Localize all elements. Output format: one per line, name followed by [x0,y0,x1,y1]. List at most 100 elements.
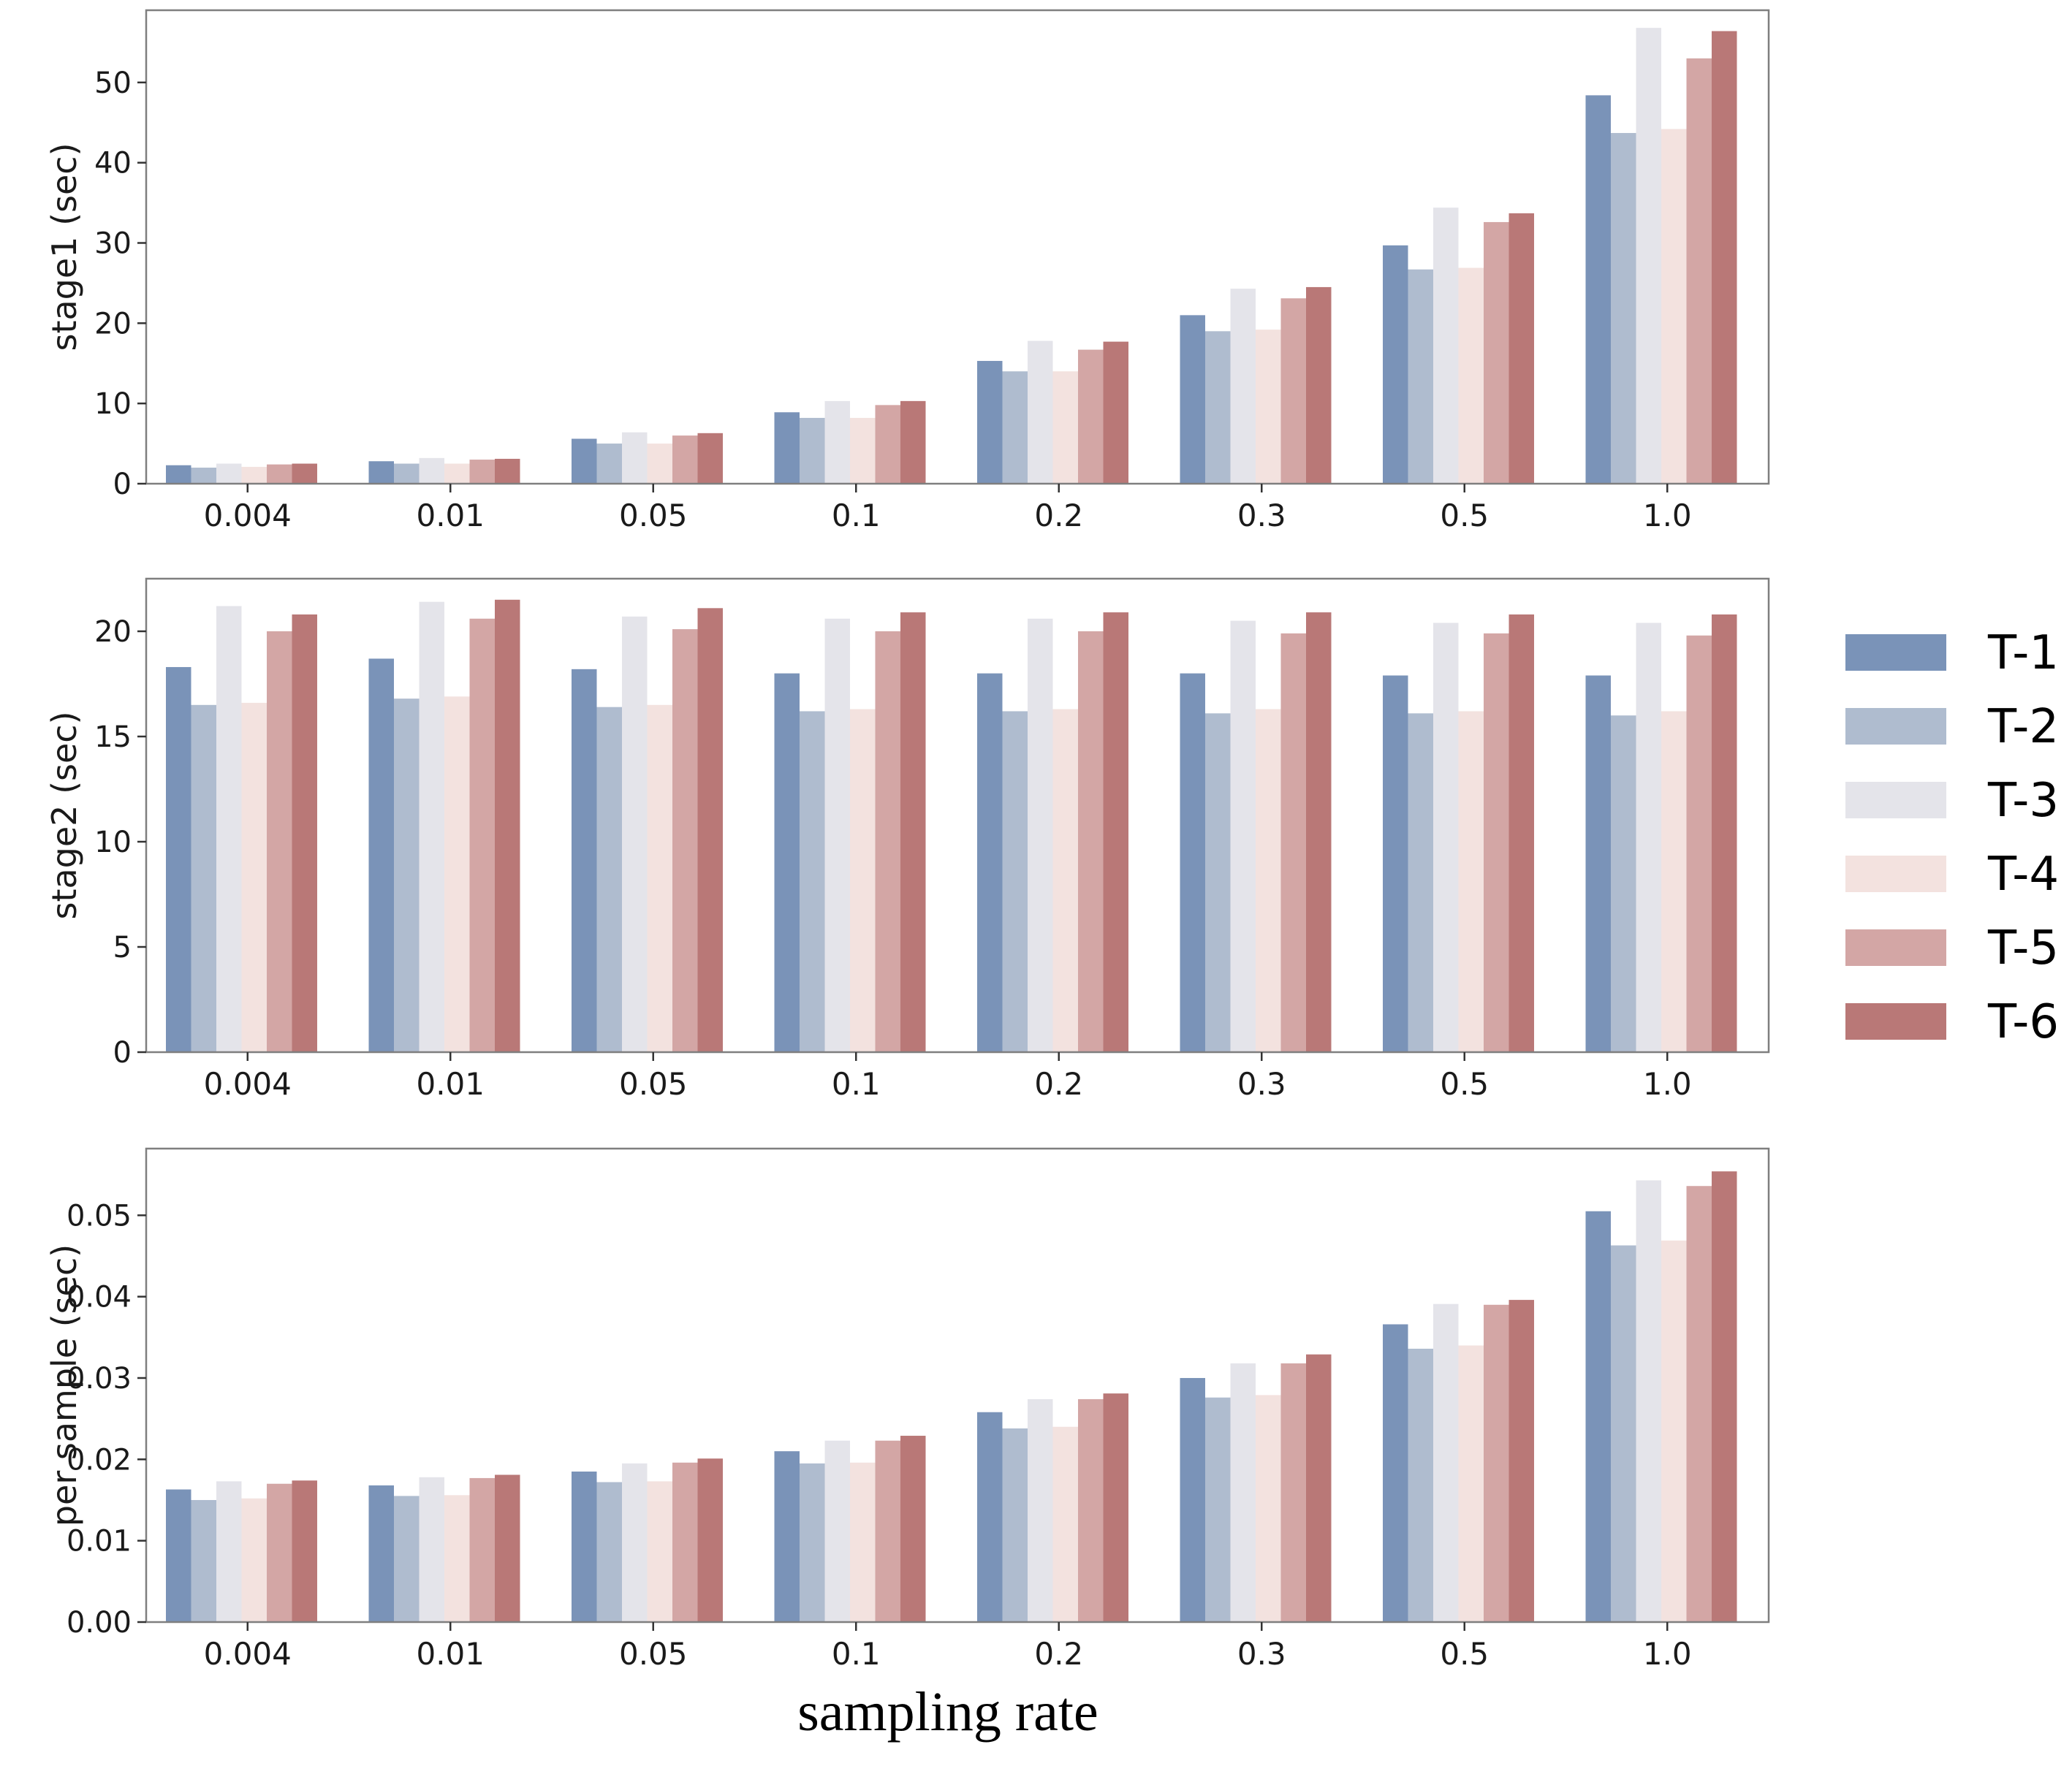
bar-t-3-0-5 [1433,1303,1459,1622]
bar-t-3-0-5 [1433,208,1459,484]
bar-t-4-0-3 [1256,1395,1281,1622]
bar-t-1-0-004 [166,465,191,484]
bar-t-2-0-3 [1205,1397,1231,1622]
bar-t-3-0-2 [1028,618,1053,1052]
bars [166,1171,1737,1622]
x-tick-label: 0.004 [204,498,292,533]
bar-t-5-0-05 [672,1462,698,1622]
x-tick-label: 0.3 [1237,1066,1286,1102]
bar-t-4-0-01 [444,463,470,484]
y-axis-title: stage1 (sec) [45,142,84,351]
bar-t-1-0-2 [977,673,1003,1052]
legend-label: T-3 [1987,774,2059,828]
legend-label: T-2 [1987,700,2059,754]
bar-t-3-0-1 [824,1440,850,1622]
bar-t-1-1-0 [1585,675,1611,1052]
bar-t-5-0-004 [267,1483,292,1622]
plot-frame [145,577,1770,1054]
bar-t-5-0-01 [469,618,495,1052]
bars [166,28,1737,484]
bar-t-6-0-3 [1306,612,1332,1052]
bar-t-1-0-004 [166,666,191,1052]
bar-t-4-0-2 [1052,709,1078,1052]
bar-t-6-0-2 [1103,1393,1128,1622]
bar-t-1-0-01 [368,1485,394,1622]
bar-t-2-0-3 [1205,331,1231,484]
bar-t-1-0-3 [1180,1377,1205,1622]
y-axis-title: stage2 (sec) [45,711,84,919]
bar-t-2-0-05 [596,707,622,1052]
legend-swatch [1845,1003,1946,1040]
bar-t-5-0-3 [1280,633,1306,1052]
x-tick-label: 0.1 [832,498,881,533]
bar-t-1-0-3 [1180,315,1205,484]
bar-t-4-0-2 [1052,371,1078,484]
y-tick-label: 0 [113,468,132,501]
bar-t-5-0-5 [1484,1304,1509,1622]
bar-t-1-0-004 [166,1489,191,1622]
bar-t-3-0-2 [1028,1398,1053,1622]
bar-t-5-0-01 [469,1477,495,1622]
x-tick-label: 0.5 [1440,1636,1489,1672]
bar-t-1-0-3 [1180,673,1205,1052]
y-tick-label: 40 [94,147,132,180]
bar-t-3-0-2 [1028,340,1053,484]
bar-t-2-1-0 [1611,133,1636,484]
bar-t-4-0-05 [647,704,672,1052]
x-tick-label: 0.05 [619,1636,688,1672]
x-tick-label: 0.05 [619,498,688,533]
legend-item-t-5: T-5 [1845,921,2059,975]
bar-t-5-0-2 [1078,631,1104,1052]
y-tick-label: 0.00 [67,1606,132,1640]
bar-t-6-0-004 [292,614,317,1052]
bar-t-3-1-0 [1636,623,1661,1052]
bar-t-4-0-1 [850,417,876,484]
bar-t-5-0-1 [875,631,900,1052]
y-tick-label: 30 [94,227,132,261]
x-tick-label: 0.5 [1440,498,1489,533]
legend-label: T-4 [1987,848,2059,902]
bar-t-5-0-1 [875,405,900,484]
y-tick-label: 10 [94,826,132,859]
bar-t-3-0-004 [216,606,242,1052]
x-tick-label: 1.0 [1643,1636,1692,1672]
x-tick-label: 0.1 [832,1066,881,1102]
bar-t-1-0-1 [774,673,800,1052]
bar-t-4-1-0 [1661,129,1687,484]
bar-t-4-1-0 [1661,1240,1687,1622]
y-tick-label: 20 [94,307,132,340]
bar-t-6-0-05 [697,608,723,1052]
bar-t-1-1-0 [1585,95,1611,484]
x-tick-label: 0.2 [1034,498,1083,533]
x-tick-label: 1.0 [1643,498,1692,533]
bar-t-3-0-1 [824,618,850,1052]
x-tick-label: 0.004 [204,1636,292,1672]
y-tick-label: 0.05 [67,1199,132,1233]
bar-t-2-0-01 [394,463,420,484]
bar-t-6-0-01 [495,1474,520,1622]
bar-t-3-0-3 [1230,289,1256,484]
bar-t-2-0-1 [800,417,825,484]
x-tick-label: 0.004 [204,1066,292,1102]
bar-t-4-0-1 [850,1462,876,1622]
bar-t-1-0-1 [774,1451,800,1622]
bar-t-3-0-3 [1230,1363,1256,1622]
x-tick-label: 0.1 [832,1636,881,1672]
bar-t-6-0-01 [495,458,520,484]
bar-t-3-0-01 [419,1477,444,1622]
bar-t-4-0-1 [850,709,876,1052]
bar-t-2-0-5 [1408,269,1433,484]
y-tick-label: 5 [113,931,132,964]
legend-swatch [1845,634,1946,671]
bar-t-6-1-0 [1712,1171,1737,1622]
bar-t-1-0-5 [1383,675,1408,1052]
x-tick-label: 0.2 [1034,1636,1083,1672]
panel-1: 0 10 20 30 40 50 0.004 0.01 0.05 0.1 0.2 0.3 0.5 1.0 s… [45,9,1770,533]
bar-t-5-0-2 [1078,349,1104,484]
bar-t-6-0-01 [495,599,520,1052]
bar-t-3-1-0 [1636,1180,1661,1622]
plot-frame [145,1147,1770,1624]
panel-3: 0.00 0.01 0.02 0.03 0.04 0.05 0.004 0.01 0.05 0.1… [45,1147,1770,1672]
legend-swatch [1845,856,1946,892]
bar-t-6-0-3 [1306,1354,1332,1622]
